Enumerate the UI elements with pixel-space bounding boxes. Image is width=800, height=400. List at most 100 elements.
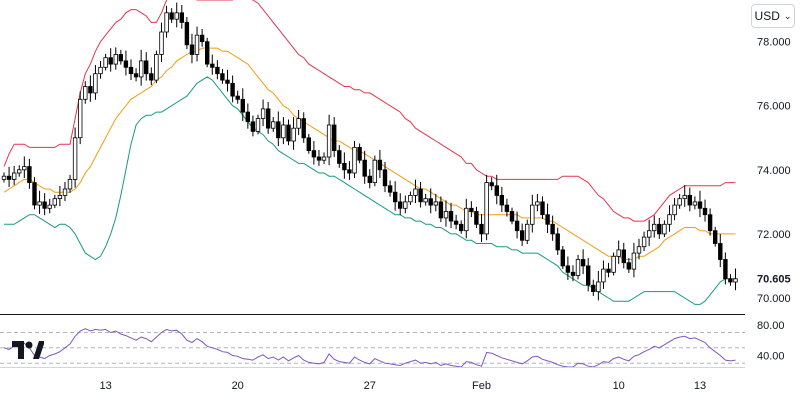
candle-body <box>52 198 57 206</box>
candle-body <box>408 194 413 203</box>
candle-body <box>357 146 362 161</box>
candle-body <box>22 166 27 171</box>
candle-body <box>220 73 225 81</box>
candle-body <box>550 223 555 235</box>
candle <box>78 91 83 145</box>
candle <box>255 114 261 135</box>
candle-body <box>570 271 576 276</box>
candle-body <box>428 198 433 206</box>
rsi-reference-lines <box>0 332 745 364</box>
price-axis[interactable]: 70.000 72.000 74.000 76.000 78.000 70.605 <box>757 37 791 305</box>
candle-body <box>265 108 271 129</box>
candle-body <box>306 137 311 152</box>
candle <box>723 252 728 285</box>
candle <box>352 141 357 178</box>
candle <box>591 279 596 296</box>
candle-body <box>189 44 195 55</box>
candle-body <box>611 255 616 273</box>
time-tick-label: Feb <box>472 380 491 392</box>
candle-body <box>245 111 250 123</box>
candle <box>123 50 129 76</box>
candle <box>707 208 713 236</box>
candle <box>372 155 377 187</box>
candle <box>438 196 444 223</box>
candle-body <box>555 233 560 251</box>
candle <box>83 81 88 104</box>
candle-body <box>103 57 108 68</box>
candle-body <box>194 34 200 55</box>
candle-body <box>514 220 520 232</box>
candle-body <box>448 211 454 222</box>
rsi-pane[interactable] <box>0 328 745 368</box>
candle-body <box>631 252 637 270</box>
candle-body <box>88 86 93 94</box>
candle-body <box>540 201 545 216</box>
candle <box>296 109 301 136</box>
candle <box>88 75 93 102</box>
candle-body <box>149 73 154 81</box>
candle <box>37 190 42 214</box>
candle <box>520 223 525 246</box>
candle <box>72 127 78 188</box>
candle-body <box>316 156 322 161</box>
candle <box>433 194 438 212</box>
candle <box>291 117 296 150</box>
candle-body <box>392 191 398 203</box>
candle <box>387 180 393 197</box>
candle-body <box>616 249 621 257</box>
candle-body <box>397 201 403 209</box>
tradingview-logo-icon[interactable] <box>12 341 45 364</box>
candle <box>662 220 667 237</box>
candle-body <box>591 284 596 293</box>
currency-selector-button[interactable]: USD ⌄ <box>751 4 795 28</box>
candle-body <box>433 201 438 206</box>
candle-body <box>565 265 571 273</box>
time-tick-label: 20 <box>232 380 244 392</box>
candle <box>545 203 550 234</box>
candle-body <box>301 118 306 139</box>
candle <box>702 199 708 222</box>
rsi-axis[interactable]: 40.00 80.00 <box>757 320 785 363</box>
candle-body <box>423 198 428 203</box>
price-pane[interactable] <box>1 0 738 305</box>
candle-body <box>230 82 235 97</box>
candle-body <box>489 182 494 187</box>
candle <box>489 177 494 191</box>
candle-body <box>199 34 205 43</box>
candle <box>580 249 586 275</box>
candle-body <box>16 169 22 174</box>
candle-body <box>458 223 464 232</box>
candle <box>311 141 317 165</box>
candle <box>143 52 149 81</box>
candle <box>113 47 118 70</box>
candle-body <box>713 230 718 244</box>
candle-body <box>672 204 677 216</box>
logo-glyph <box>12 341 45 359</box>
time-tick-label: 13 <box>99 380 111 392</box>
candle-body <box>621 249 626 264</box>
candle <box>657 218 662 239</box>
candle <box>443 200 449 227</box>
candle <box>16 165 22 177</box>
candle <box>428 188 433 214</box>
time-tick-label: 10 <box>613 380 625 392</box>
candle-body <box>37 201 42 206</box>
candle-body <box>143 60 149 75</box>
candle <box>93 65 98 100</box>
candle <box>586 258 591 292</box>
candle <box>626 258 631 273</box>
candle <box>169 8 174 23</box>
candle-body <box>362 159 367 177</box>
time-axis[interactable]: 13 20 27 Feb 10 13 <box>99 380 706 392</box>
candle <box>560 246 565 269</box>
candle <box>382 162 388 193</box>
candle-body <box>128 66 134 75</box>
candle-body <box>337 150 342 164</box>
candle-body <box>733 278 738 283</box>
candle-body <box>98 66 103 75</box>
candle-body <box>504 204 510 212</box>
candle <box>204 37 210 68</box>
candle <box>235 90 240 104</box>
candle <box>260 99 266 127</box>
